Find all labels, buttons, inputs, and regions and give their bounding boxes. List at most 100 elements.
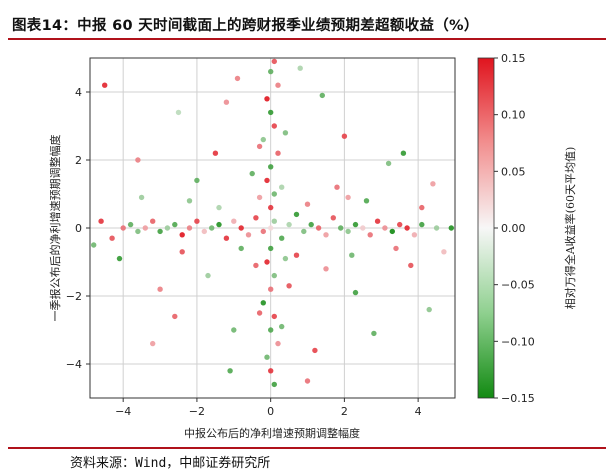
data-point: [352, 289, 359, 296]
data-point: [319, 92, 325, 99]
data-point: [116, 255, 123, 262]
data-point: [382, 225, 388, 231]
data-point: [268, 245, 274, 252]
data-point: [271, 218, 277, 224]
data-point: [268, 225, 274, 231]
data-point: [282, 255, 289, 262]
data-point: [301, 228, 307, 235]
data-point: [268, 204, 274, 211]
data-point: [279, 323, 285, 330]
data-point: [389, 228, 395, 235]
data-point: [245, 232, 252, 238]
data-point: [91, 242, 97, 248]
data-point: [256, 310, 263, 316]
data-point: [279, 235, 285, 241]
data-point: [330, 215, 336, 221]
data-point: [360, 225, 366, 231]
data-point: [142, 225, 148, 231]
data-point: [304, 378, 311, 384]
data-point: [275, 150, 281, 156]
data-point: [400, 150, 407, 156]
y-tick-label: 4: [75, 86, 82, 99]
data-point: [448, 225, 454, 231]
data-point: [264, 354, 270, 360]
y-axis-label: 一季报公布后的净利增速预期调整幅度: [48, 135, 62, 322]
data-point: [231, 218, 237, 224]
y-tick-label: −2: [66, 290, 82, 303]
colorbar-tick-label: 0.10: [501, 109, 526, 122]
tick-labels: −4 −2 0 2 4 −4 −2 0 2 4: [66, 86, 422, 418]
data-point: [286, 221, 292, 228]
data-point: [297, 65, 303, 71]
data-point: [279, 184, 285, 190]
data-point: [260, 228, 266, 235]
data-point: [238, 245, 244, 252]
colorbar-tick-label: 0.00: [501, 222, 526, 235]
data-point: [194, 177, 200, 184]
data-point: [249, 170, 255, 177]
data-point: [256, 143, 263, 150]
data-point: [323, 266, 329, 272]
data-point: [172, 313, 178, 320]
data-point: [138, 194, 145, 201]
data-points: [91, 58, 454, 388]
data-point: [271, 123, 277, 129]
data-point: [426, 306, 432, 313]
y-tick-label: 0: [75, 222, 82, 235]
data-point: [271, 58, 277, 65]
data-point: [345, 228, 351, 235]
data-point: [404, 225, 410, 231]
colorbar: 0.15 0.10 0.05 0.00 −0.05 −0.10 −0.15: [477, 52, 535, 405]
data-point: [238, 225, 244, 231]
data-point: [157, 286, 163, 292]
colorbar-tick-label: 0.15: [501, 52, 526, 65]
data-point: [419, 221, 425, 228]
data-point: [374, 218, 381, 224]
data-point: [231, 327, 237, 333]
data-point: [157, 228, 163, 235]
data-point: [349, 252, 355, 258]
data-point: [127, 221, 134, 228]
data-point: [371, 330, 377, 337]
data-point: [315, 225, 322, 231]
figure-title: 图表14：中报 60 天时间截面上的跨财报季业绩预期差超额收益（%）: [12, 18, 479, 34]
data-point: [260, 300, 266, 306]
data-point: [172, 221, 178, 228]
data-point: [150, 218, 156, 224]
data-point: [338, 225, 344, 231]
data-point: [363, 198, 370, 204]
x-axis-label: 中报公布后的净利增速预期调整幅度: [184, 426, 360, 440]
data-point: [411, 232, 418, 238]
data-point: [164, 225, 171, 231]
x-tick-label: 4: [415, 405, 422, 418]
data-point: [385, 160, 392, 167]
data-point: [264, 177, 270, 184]
data-point: [135, 157, 141, 163]
data-point: [205, 272, 211, 279]
data-point: [419, 204, 425, 211]
data-point: [109, 235, 115, 241]
colorbar-tick-label: −0.15: [501, 392, 535, 405]
data-point: [367, 232, 373, 238]
data-point: [150, 340, 156, 347]
data-point: [264, 96, 270, 102]
data-point: [186, 198, 193, 204]
data-point: [268, 286, 274, 292]
data-point: [286, 283, 292, 289]
colorbar-gradient: [477, 57, 495, 399]
colorbar-tick-label: −0.10: [501, 335, 535, 348]
data-point: [304, 201, 311, 207]
data-point: [275, 82, 281, 88]
data-point: [271, 313, 277, 320]
data-point: [345, 194, 351, 201]
data-point: [430, 181, 436, 187]
data-point: [102, 82, 108, 88]
data-point: [98, 218, 104, 224]
data-point: [216, 221, 222, 228]
data-point: [264, 259, 270, 265]
x-tick-label: −4: [115, 405, 131, 418]
data-point: [120, 225, 126, 231]
data-point: [334, 184, 340, 190]
data-point: [433, 225, 440, 231]
data-point: [282, 130, 289, 136]
